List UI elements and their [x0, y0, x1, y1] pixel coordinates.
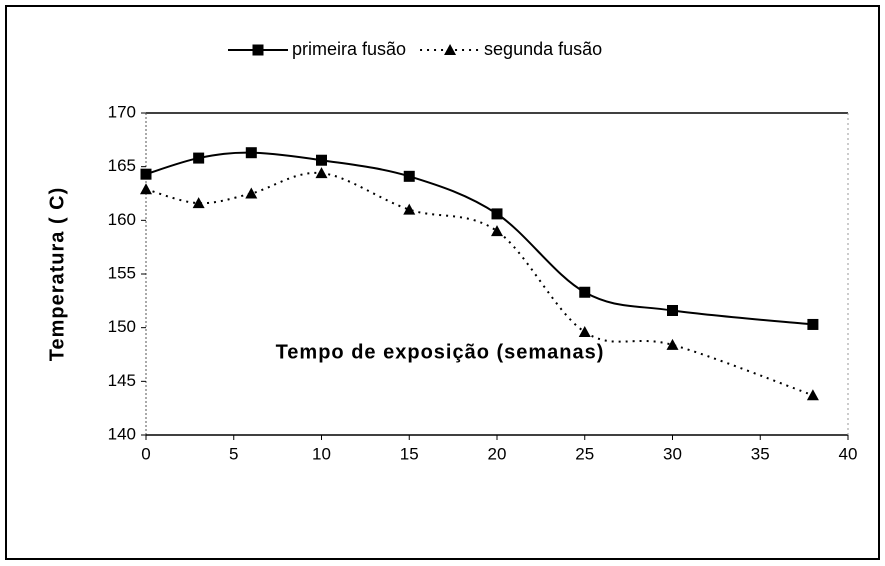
- marker-triangle: [245, 187, 258, 199]
- y-tick-label: 150: [108, 317, 136, 336]
- x-tick-label: 40: [839, 444, 858, 463]
- marker-triangle: [192, 197, 205, 209]
- x-tick-label: 0: [141, 444, 150, 463]
- y-tick-label: 160: [108, 210, 136, 229]
- marker-triangle: [403, 203, 416, 215]
- marker-square: [245, 147, 257, 159]
- marker-triangle: [444, 44, 457, 55]
- marker-square: [316, 154, 327, 166]
- chart-frame: [5, 5, 880, 560]
- marker-triangle: [666, 338, 679, 350]
- x-tick-label: 35: [751, 444, 770, 463]
- marker-triangle: [140, 183, 152, 195]
- y-tick-label: 145: [108, 371, 136, 390]
- y-tick-label: 165: [108, 156, 136, 175]
- legend-text: primeira fusão: [292, 39, 406, 59]
- x-tick-label: 5: [229, 444, 238, 463]
- y-tick-label: 155: [108, 263, 136, 282]
- marker-square: [193, 152, 205, 164]
- y-tick-label: 140: [108, 424, 136, 443]
- legend-text: segunda fusão: [484, 39, 602, 59]
- y-tick-label: 170: [108, 102, 136, 121]
- y-axis-title: Temperatura ( C): [46, 187, 68, 362]
- marker-square: [579, 286, 591, 298]
- marker-triangle: [491, 225, 503, 237]
- marker-square: [403, 170, 415, 182]
- marker-square: [807, 318, 819, 330]
- x-tick-label: 15: [400, 444, 419, 463]
- marker-square: [252, 44, 264, 56]
- series-line: [145, 151, 813, 326]
- x-tick-label: 10: [312, 444, 331, 463]
- marker-triangle: [578, 325, 591, 337]
- x-tick-label: 20: [488, 444, 507, 463]
- x-tick-label: 30: [663, 444, 682, 463]
- marker-square: [667, 304, 678, 316]
- marker-square: [491, 208, 503, 220]
- x-tick-label: 25: [575, 444, 594, 463]
- marker-triangle: [806, 389, 819, 401]
- x-axis-title: Tempo de exposição (semanas): [276, 341, 605, 363]
- marker-square: [140, 168, 152, 180]
- marker-triangle: [315, 167, 328, 179]
